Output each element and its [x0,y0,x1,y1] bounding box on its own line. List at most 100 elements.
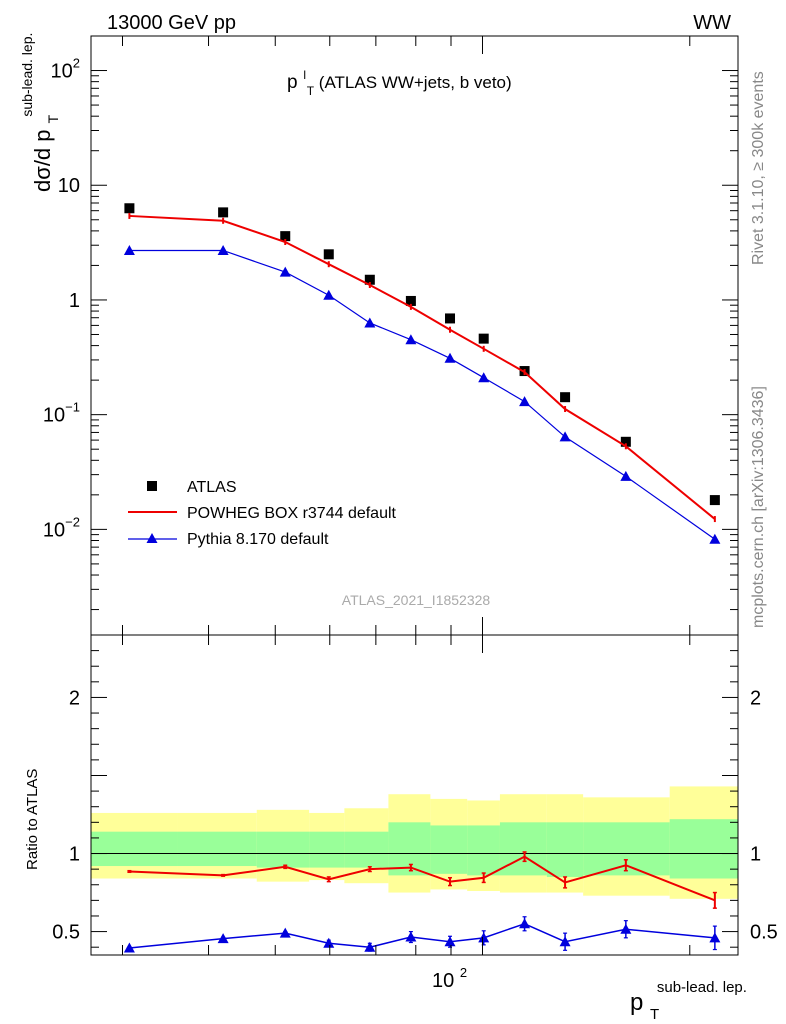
xtick-label-100: 10 2 [432,965,467,992]
atlas-point [620,436,631,447]
pythia-point [217,244,229,255]
header-right: WW [693,12,731,34]
xlabel-sup: sub-lead. lep. [657,979,747,996]
main-ytick-label-base: 10 [43,405,65,427]
main-ytick-label-base: 10 [58,175,80,197]
main-ylabel-sub: T [45,114,61,123]
atlas-point [445,313,456,324]
main-ytick-label: 10−1 [43,400,80,427]
ratio-pythia-point [364,941,376,952]
ratio-ticks [91,634,738,955]
atlas-point [124,203,135,214]
ratio-ytick-label-left: 0.5 [52,922,80,944]
ratio-pythia-point [405,931,417,942]
main-title-sup: l [303,68,306,82]
ratio-pythia-point [519,918,531,929]
main-title-sub: T [307,84,315,98]
ratio-ytick-label-left: 2 [69,687,80,709]
pythia-point [709,533,721,544]
ratio-panel: 0.5 0.5 1 1 2 2 Ratio to ATLAS 10 2 p T sub-l… [24,634,778,1024]
legend-pythia-label: Pythia 8.170 default [187,531,329,548]
main-ylabel-sup: sub-lead. lep. [19,33,35,117]
ratio-pythia-point [279,927,291,938]
xlabel-p: p [630,989,643,1016]
ratio-band-green [91,831,178,867]
powheg-line [129,214,716,520]
ratio-marks [123,851,721,953]
ratio-band-green [256,831,310,868]
ratio-band-green [669,819,738,879]
pythia-point [519,396,531,407]
main-title: p l T (ATLAS WW+jets, b veto) [287,64,512,99]
ratio-pythia-point [478,932,490,943]
atlas-point [218,207,229,218]
ratio-powheg-line [129,855,716,902]
pythia-point [620,470,632,481]
ratio-frame [90,634,739,956]
main-marks [123,203,721,544]
analysis-id: ATLAS_2021_I1852328 [342,592,491,608]
legend-pythia-marker [146,533,158,543]
ratio-ytick-label-right: 0.5 [750,922,778,944]
ratio-band-green [546,822,584,877]
ratio-pythia-line [129,922,715,949]
main-title-rest: (ATLAS WW+jets, b veto) [319,73,512,92]
main-ytick-label-base: 10 [51,61,73,83]
ratio-band-green [309,831,345,868]
xtick-label-exp: 2 [460,965,467,980]
main-ytick-label-exp: −1 [65,400,80,415]
pythia-point [279,266,291,277]
rivet-label: Rivet 3.1.10, ≥ 300k events [750,71,767,265]
main-ytick-label-exp: 2 [73,56,80,71]
atlas-point [323,249,334,260]
main-ytick-label-exp: −2 [65,514,80,529]
ratio-pythia-point [559,936,571,947]
mcplots-label: mcplots.cern.ch [arXiv:1306.3436] [750,386,767,628]
pythia-point [559,431,571,442]
pythia-point [478,372,490,383]
ratio-pythia-point [217,933,229,944]
xlabel: p T sub-lead. lep. [630,979,747,1024]
ratio-band-green [430,825,468,874]
main-ytick-label: 102 [51,56,80,83]
header-left: 13000 GeV pp [107,12,236,34]
atlas-point [560,392,571,403]
atlas-point [478,333,489,344]
ratio-band-green [344,831,389,868]
ratio-ytick-labels: 0.5 0.5 1 1 2 2 [52,687,778,943]
atlas-point [280,231,291,242]
legend-powheg-label: POWHEG BOX r3744 default [187,505,397,522]
pythia-line [129,249,716,540]
legend: ATLAS POWHEG BOX r3744 default Pythia 8.… [128,479,397,548]
pythia-point [405,334,417,345]
main-ytick-label: 10 [58,175,80,197]
main-ytick-label: 1 [69,290,80,312]
ratio-pythia-point [323,937,335,948]
ratio-pythia-point [444,936,456,947]
main-ytick-label-base: 1 [69,290,80,312]
pythia-point [444,352,456,363]
pythia-point [323,289,335,300]
xtick-label-base: 10 [432,970,454,992]
ratio-pythia-point [123,942,135,953]
ratio-band-green [177,831,257,867]
pythia-point [123,244,135,255]
ratio-pythia-point [709,932,721,943]
ratio-band-green [467,825,500,876]
ratio-bands [91,786,738,899]
ratio-ylabel: Ratio to ATLAS [24,769,41,870]
main-ylabel: dσ/d p T sub-lead. lep. [19,33,63,192]
ratio-pythia-point [620,923,632,934]
ratio-band-green [388,822,431,876]
ratio-ytick-label-right: 1 [750,844,761,866]
atlas-point [364,274,375,285]
legend-atlas-marker [147,481,157,491]
main-ylabel-text: dσ/d p [30,129,55,192]
ratio-ytick-label-right: 2 [750,687,761,709]
atlas-point [405,295,416,306]
main-ytick-label: 10−2 [43,514,80,541]
legend-atlas-label: ATLAS [187,479,237,496]
